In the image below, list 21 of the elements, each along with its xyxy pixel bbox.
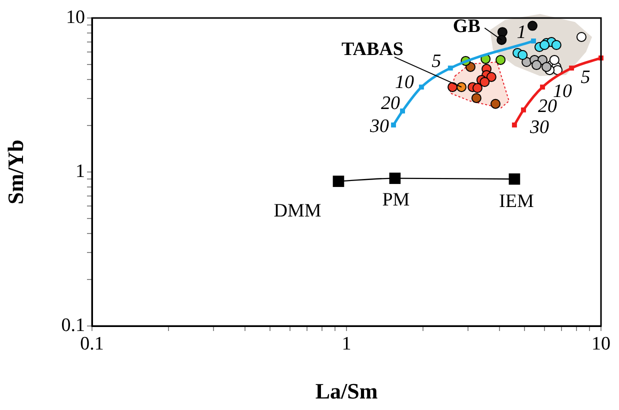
- annotation: 1: [516, 22, 526, 43]
- annotation: 30: [528, 116, 550, 138]
- x-tick-label: 10: [592, 333, 610, 354]
- y-axis-title: Sm/Yb: [2, 140, 28, 204]
- y-tick-label: 10: [66, 6, 85, 28]
- annotation: PM: [382, 189, 410, 210]
- x-axis-title: La/Sm: [315, 378, 378, 404]
- annotation: 30: [369, 116, 390, 137]
- annotation: 10: [394, 72, 414, 94]
- y-tick-label: 0.1: [61, 314, 85, 336]
- y-tick-label: 1: [76, 160, 85, 182]
- annotation: 20: [381, 92, 401, 114]
- annotation: GB: [452, 16, 481, 37]
- x-tick-label: 1: [342, 333, 352, 354]
- annotation: DMM: [274, 200, 322, 222]
- annotation: 5: [580, 67, 590, 88]
- annotation: IEM: [499, 191, 534, 212]
- annotation: 5: [432, 51, 442, 72]
- annotation: TABAS: [342, 38, 404, 60]
- x-tick-label: 0.1: [80, 333, 104, 354]
- annotation: 20: [538, 96, 558, 117]
